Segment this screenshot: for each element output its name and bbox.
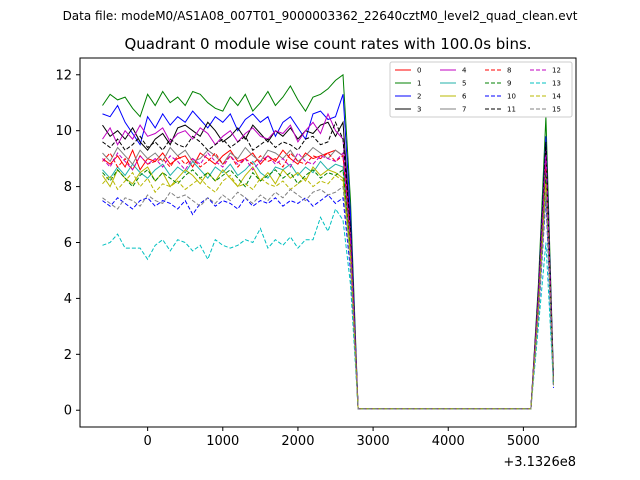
legend-label-3: 3 (417, 106, 421, 114)
legend-label-1: 1 (417, 80, 421, 88)
chart-title: Quadrant 0 module wise count rates with … (124, 35, 531, 53)
y-tick-label: 8 (64, 180, 72, 195)
series-line-13 (102, 207, 554, 410)
y-axis-ticks: 0 2 4 6 8 10 12 (55, 68, 80, 419)
y-tick-label: 12 (55, 68, 72, 83)
x-tick-label: 4000 (432, 434, 465, 449)
legend-label-9: 9 (507, 80, 511, 88)
legend-label-10: 10 (507, 93, 516, 101)
series-line-14 (102, 171, 554, 410)
series-line-15 (102, 185, 554, 410)
x-tick-label: 1000 (206, 434, 239, 449)
series-line-12 (102, 151, 554, 410)
legend-label-15: 15 (552, 106, 561, 114)
x-tick-label: 0 (143, 434, 151, 449)
legend-label-7: 7 (462, 106, 466, 114)
series-line-10 (102, 194, 554, 410)
y-tick-label: 4 (64, 292, 72, 307)
series-line-3 (102, 120, 554, 410)
series-line-9 (102, 168, 554, 410)
x-tick-label: 2000 (281, 434, 314, 449)
series-line-8 (102, 152, 554, 410)
y-tick-label: 2 (64, 348, 72, 363)
x-tick-label: 3000 (357, 434, 390, 449)
legend-label-2: 2 (417, 93, 421, 101)
legend-label-4: 4 (462, 67, 467, 75)
legend-box (389, 61, 573, 118)
y-tick-label: 0 (64, 404, 72, 419)
legend-label-11: 11 (507, 106, 516, 114)
legend-label-5: 5 (462, 80, 466, 88)
plot-lines (102, 73, 554, 410)
x-axis-offset-label: +3.1326e8 (503, 455, 576, 470)
series-line-5 (102, 160, 554, 410)
y-tick-label: 10 (55, 124, 72, 139)
series-line-11 (102, 120, 554, 410)
y-tick-label: 6 (64, 236, 72, 251)
figure-suptitle: Data file: modeM0/AS1A08_007T01_90000033… (63, 9, 578, 23)
legend-label-14: 14 (552, 93, 561, 101)
x-axis-ticks: 0 1000 2000 3000 4000 5000 (143, 427, 540, 449)
legend-label-0: 0 (417, 67, 421, 75)
series-line-0 (102, 148, 554, 410)
legend-label-12: 12 (552, 67, 561, 75)
legend-label-6: 6 (462, 93, 467, 101)
legend-label-13: 13 (552, 80, 561, 88)
legend-label-8: 8 (507, 67, 511, 75)
x-tick-label: 5000 (507, 434, 540, 449)
